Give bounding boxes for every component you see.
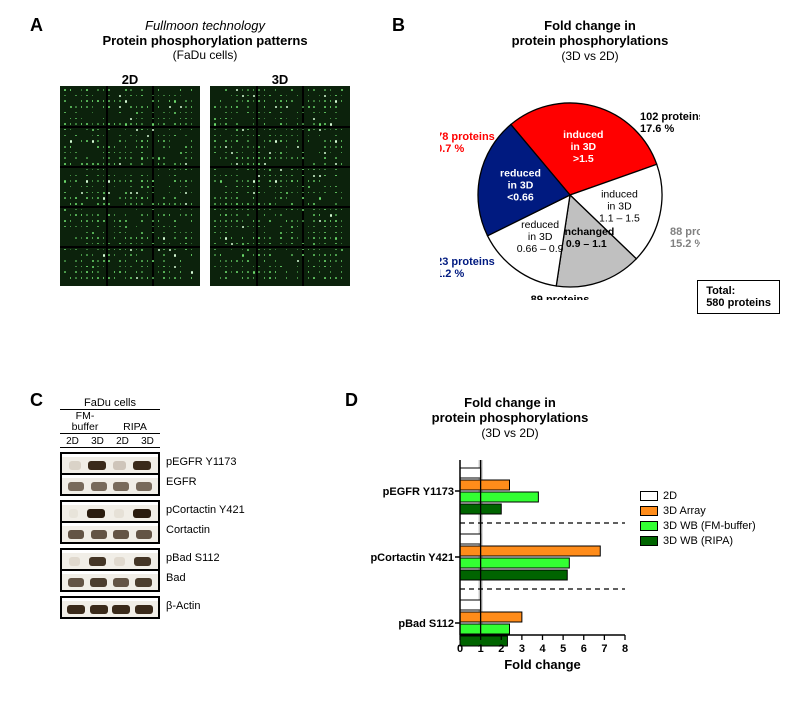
xtick: 1 xyxy=(478,643,484,655)
xtick: 5 xyxy=(560,643,566,655)
panel-d-chart: pEGFR Y1173 pCortactin Y421 pBad S112 0 1 2 3 4… xyxy=(360,450,640,670)
panel-a-title-italic: Fullmoon technology xyxy=(50,18,360,33)
panel-a-col2: 3D xyxy=(210,72,350,87)
bar xyxy=(460,570,567,580)
panel-b-title-sub: (3D vs 2D) xyxy=(561,49,618,63)
pie-outlabel-induced_high: 178 proteins30.7 % xyxy=(440,131,495,155)
bar xyxy=(460,534,481,544)
legend-item: 3D Array xyxy=(640,505,756,517)
panel-b-title-l1: Fold change in xyxy=(544,18,636,33)
array-image-2d xyxy=(60,86,200,286)
panel-d-title-sub: (3D vs 2D) xyxy=(481,426,538,440)
x-axis-label: Fold change xyxy=(504,657,581,672)
panel-d-title-l1: Fold change in xyxy=(464,395,556,410)
bar xyxy=(460,612,522,622)
panel-d-title-l2: protein phosphorylations xyxy=(432,410,589,425)
panel-a-title: Fullmoon technology Protein phosphorylat… xyxy=(50,18,360,62)
bar xyxy=(460,468,481,478)
blot-label: Bad xyxy=(166,568,220,588)
pie-outlabel-unchanged: 88 proteins15.2 % xyxy=(670,226,700,250)
legend-item: 3D WB (RIPA) xyxy=(640,535,756,547)
panel-b-title: Fold change in protein phosphorylations … xyxy=(410,18,770,63)
group-label: pCortactin Y421 xyxy=(370,552,454,564)
legend-item: 2D xyxy=(640,490,756,502)
pie-inlabel-unchanged: unchanged0.9 – 1.1 xyxy=(558,226,614,250)
array-image-3d xyxy=(210,86,350,286)
panel-d-label: D xyxy=(345,390,358,411)
bar xyxy=(460,492,538,502)
xtick: 0 xyxy=(457,643,463,655)
panel-c-cell-line: FaDu cells xyxy=(84,397,136,409)
group-label: pEGFR Y1173 xyxy=(383,486,454,498)
panel-c-lane-labels: 2D3D2D3D xyxy=(60,436,330,448)
blot-label: pEGFR Y1173 xyxy=(166,452,237,472)
panel-d-legend: 2D 3D Array 3D WB (FM-buffer) 3D WB (RIPA) xyxy=(640,490,756,550)
xtick: 6 xyxy=(581,643,587,655)
bar xyxy=(460,624,510,634)
total-box: Total: 580 proteins xyxy=(697,280,780,314)
panel-c-label: C xyxy=(30,390,43,411)
panel-a-label: A xyxy=(30,15,43,36)
total-value: 580 proteins xyxy=(706,297,771,309)
panel-d-title: Fold change in protein phosphorylations … xyxy=(370,395,650,440)
group-label: pBad S112 xyxy=(398,618,454,630)
blot-label: β-Actin xyxy=(166,596,200,616)
panel-a-col1: 2D xyxy=(60,72,200,87)
xtick: 4 xyxy=(539,643,546,655)
panel-c-col-ripa: RIPA xyxy=(110,411,160,434)
bar xyxy=(460,558,569,568)
pie-outlabel-induced_low: 102 proteins17.6 % xyxy=(640,111,700,135)
bar xyxy=(460,600,481,610)
blot-label: Cortactin xyxy=(166,520,245,540)
panel-c-body: pEGFR Y1173EGFR pCortactin Y421Cortactin p… xyxy=(60,448,330,619)
xtick: 7 xyxy=(601,643,607,655)
panel-c: FaDu cells FM-buffer RIPA 2D3D2D3D pEGFR… xyxy=(60,395,330,619)
panel-b-label: B xyxy=(392,15,405,36)
xtick: 3 xyxy=(519,643,525,655)
xtick: 2 xyxy=(498,643,504,655)
panel-c-header: FaDu cells FM-buffer RIPA 2D3D2D3D xyxy=(60,395,330,448)
blot-label: pBad S112 xyxy=(166,548,220,568)
pie-chart: inducedin 3D>1.5178 proteins30.7 %induce… xyxy=(440,80,700,300)
panel-c-col-fm: FM-buffer xyxy=(60,411,110,434)
panel-a-title-bold: Protein phosphorylation patterns xyxy=(50,33,360,48)
legend-item: 3D WB (FM-buffer) xyxy=(640,520,756,532)
blot-label: EGFR xyxy=(166,472,237,492)
pie-outlabel-reduced_low: 89 proteins15.3 % xyxy=(531,294,590,300)
bar xyxy=(460,480,510,490)
xtick: 8 xyxy=(622,643,628,655)
total-label: Total: xyxy=(706,285,735,297)
panel-a-images xyxy=(60,86,350,286)
panel-a-title-sub: (FaDu cells) xyxy=(50,48,360,62)
blot-label: pCortactin Y421 xyxy=(166,500,245,520)
pie-outlabel-reduced_high: 123 proteins21.2 % xyxy=(440,256,495,280)
panel-b-title-l2: protein phosphorylations xyxy=(512,33,669,48)
